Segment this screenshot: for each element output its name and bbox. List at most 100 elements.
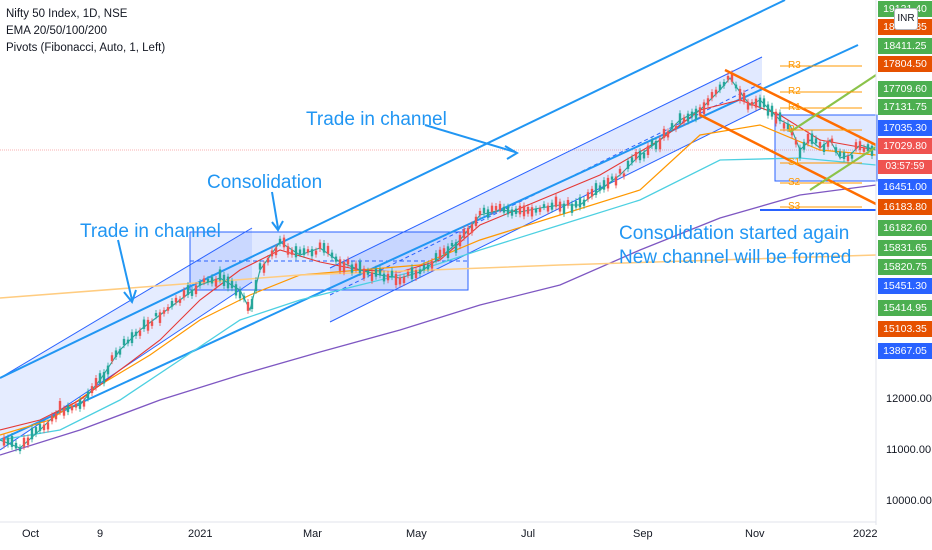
price-tag: 17804.50: [878, 56, 932, 72]
pivot-label-r3: R3: [788, 60, 801, 71]
candle: [490, 202, 494, 215]
pivot-label-p: P: [788, 124, 795, 135]
candle: [538, 205, 542, 215]
candle: [414, 267, 418, 282]
candle: [662, 125, 666, 141]
candle: [318, 239, 322, 253]
annotation-consolidation-again: Consolidation started again: [619, 223, 850, 244]
candle: [826, 137, 830, 150]
candle: [638, 147, 642, 164]
candle: [590, 185, 594, 200]
candle: [450, 240, 454, 250]
candle: [474, 213, 478, 230]
candle: [50, 412, 54, 425]
candle: [242, 292, 246, 303]
currency-badge[interactable]: INR: [894, 8, 918, 30]
candle: [862, 144, 866, 155]
candle: [374, 265, 378, 280]
candle: [174, 294, 178, 306]
candle: [298, 246, 302, 257]
candle: [630, 154, 634, 166]
orange-channel-lower: [699, 113, 877, 206]
candle: [814, 135, 818, 147]
candle: [566, 196, 570, 209]
candle: [410, 264, 414, 283]
candle: [710, 89, 714, 102]
candle: [182, 287, 186, 301]
candle: [266, 254, 270, 266]
candle: [858, 138, 862, 154]
candle: [150, 318, 154, 329]
horizontal-orange: [0, 254, 877, 299]
candle: [718, 81, 722, 94]
arrow-consolidation: [271, 191, 284, 232]
candle: [26, 434, 30, 448]
x-tick-mar: Mar: [303, 528, 322, 540]
candle: [134, 328, 138, 339]
y-tick-11000: 11000.00: [886, 444, 932, 456]
candle: [606, 174, 610, 192]
candle: [502, 203, 506, 216]
price-tag: 16182.60: [878, 220, 932, 236]
candle: [598, 182, 602, 194]
candle: [582, 196, 586, 209]
candle: [314, 247, 318, 258]
candle: [626, 157, 630, 172]
legend-ema[interactable]: EMA 20/50/100/200: [6, 25, 108, 37]
candle: [350, 261, 354, 276]
candle: [102, 369, 106, 387]
candle: [238, 286, 242, 302]
candle: [114, 347, 118, 360]
x-tick-2021: 2021: [188, 528, 213, 540]
candle: [430, 258, 434, 272]
candle: [454, 239, 458, 256]
candle: [222, 271, 226, 289]
candle: [722, 78, 726, 89]
price-tag: 17035.30: [878, 120, 932, 136]
trend-line-upper: [0, 0, 786, 379]
candle: [422, 262, 426, 274]
candle: [66, 402, 70, 416]
candle: [46, 419, 50, 433]
y-tick-10000: 10000.00: [886, 495, 932, 507]
annotation-consolidation: Consolidation: [207, 172, 323, 193]
channel-upper-late: [329, 56, 763, 269]
candle: [486, 206, 490, 221]
candle: [30, 424, 34, 443]
candle: [658, 135, 662, 153]
arrow-trade-left: [117, 239, 137, 305]
candle: [194, 282, 198, 298]
price-tag: 15831.65: [878, 240, 932, 256]
candle: [634, 149, 638, 163]
candle: [378, 265, 382, 279]
candle: [830, 135, 834, 146]
channel-lower-late: [329, 107, 763, 323]
candle: [234, 281, 238, 299]
price-tag: 18411.25: [878, 38, 932, 54]
candle: [86, 388, 90, 402]
candle: [506, 203, 510, 218]
candle: [546, 202, 550, 215]
legend-symbol[interactable]: Nifty 50 Index, 1D, NSE: [6, 8, 128, 20]
legend-pivots[interactable]: Pivots (Fibonacci, Auto, 1, Left): [6, 42, 166, 54]
candle: [550, 199, 554, 213]
candle: [762, 95, 766, 111]
candle: [38, 421, 42, 434]
candle: [370, 269, 374, 284]
candle: [846, 153, 850, 165]
candle: [366, 267, 370, 278]
candle: [346, 256, 350, 268]
candle: [42, 421, 46, 434]
candle: [526, 203, 530, 217]
candle: [618, 165, 622, 177]
candle: [94, 375, 98, 391]
candle: [498, 200, 502, 213]
candle: [162, 307, 166, 317]
candle: [778, 109, 782, 125]
candle: [842, 149, 846, 162]
candle: [290, 247, 294, 258]
candle: [34, 424, 38, 438]
candle: [434, 250, 438, 264]
price-tag: 13867.05: [878, 343, 932, 359]
